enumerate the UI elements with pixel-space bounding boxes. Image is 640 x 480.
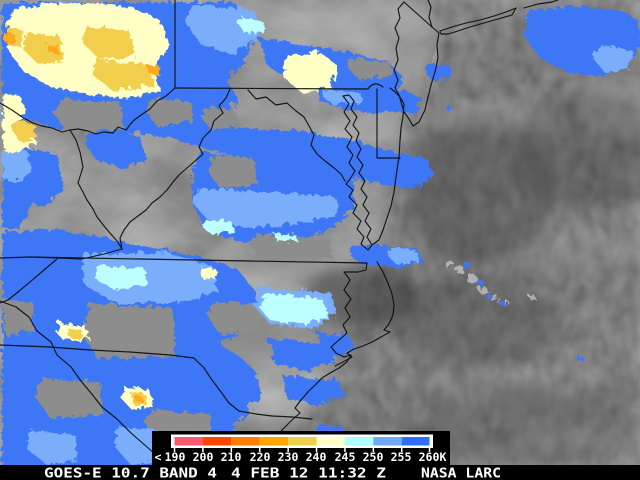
legend-tick-label: 260 xyxy=(419,450,440,464)
cloud-blob xyxy=(282,374,343,403)
status-bar: GOES-E 10.7 BAND 4 4 FEB 12 11:32 Z NASA… xyxy=(0,465,640,480)
colorbar-ticks xyxy=(173,448,431,452)
cloud-blob xyxy=(52,99,432,186)
border-mason-dixon xyxy=(174,83,384,90)
gray-gap xyxy=(142,408,210,436)
gray-gap xyxy=(199,105,236,127)
colorbar-segment xyxy=(401,437,430,446)
colorbar-segment xyxy=(288,437,317,446)
cloud-blob xyxy=(90,58,152,88)
cloud-blob xyxy=(66,326,80,336)
cloud-layer-amber-220-230K xyxy=(2,30,158,400)
border-ga-sc xyxy=(0,300,169,468)
colorbar-segment xyxy=(373,437,402,446)
cloud-blob xyxy=(112,424,162,462)
colorbar-segment xyxy=(174,437,203,446)
cloud-gaps-gray xyxy=(0,56,392,436)
border-tn-nc xyxy=(0,258,58,304)
status-credit-label: NASA LARC xyxy=(421,467,501,480)
cloud-blob xyxy=(321,87,360,103)
gray-gap xyxy=(52,96,122,132)
border-new-jersey xyxy=(393,1,440,127)
gray-gap xyxy=(0,296,32,334)
legend-less-than: < xyxy=(155,450,162,464)
cloud-blob xyxy=(80,250,216,301)
cloud-blob xyxy=(200,217,232,232)
legend-tick-label: 250 xyxy=(363,450,384,464)
grayscale-cloud-background xyxy=(0,0,640,467)
color-scale-legend: < 190 200 210 220 230 240 245 250 255 26… xyxy=(152,431,450,466)
legend-tick-label: 200 xyxy=(193,450,214,464)
light-cloud-streak xyxy=(525,230,640,280)
border-delaware xyxy=(376,88,401,159)
legend-tick-label: 240 xyxy=(306,450,327,464)
cloud-blob xyxy=(190,186,336,226)
status-datetime-label: 4 FEB 12 11:32 Z xyxy=(231,467,386,480)
gray-gap xyxy=(32,376,100,416)
border-ky-wv xyxy=(69,129,123,250)
cloud-blob xyxy=(2,30,12,41)
cloud-blob xyxy=(236,15,262,31)
coast-delmarva xyxy=(371,87,405,246)
coast-outer-banks xyxy=(334,261,395,367)
legend-tick-label: 245 xyxy=(335,450,356,464)
border-hudson xyxy=(427,0,433,28)
cloud-blob xyxy=(230,385,259,401)
light-cloud-streak xyxy=(580,65,640,135)
cloud-blob xyxy=(268,338,333,369)
cloud-blob xyxy=(272,231,295,240)
gray-gap xyxy=(80,302,174,358)
status-product-label: GOES-E 10.7 BAND 4 xyxy=(44,467,217,480)
colorbar-segment xyxy=(344,437,374,446)
light-cloud-streak xyxy=(420,99,560,131)
cloud-blob xyxy=(92,264,146,287)
cloud-blob xyxy=(10,118,34,140)
cloud-blob xyxy=(131,392,140,400)
cloud-blob xyxy=(282,50,336,92)
cloud-blob xyxy=(198,265,215,276)
border-wv-va xyxy=(119,88,231,250)
legend-unit-label: K xyxy=(440,450,447,464)
cloud-blob xyxy=(44,42,58,51)
gray-gap xyxy=(248,232,330,260)
light-cloud-streak xyxy=(415,367,595,403)
legend-tick-label: 220 xyxy=(250,450,271,464)
colorbar-segment xyxy=(259,437,289,446)
gray-gap xyxy=(205,152,255,186)
legend-tick-label: 255 xyxy=(391,450,412,464)
cloud-blob xyxy=(20,30,62,62)
legend-tick-label: 230 xyxy=(278,450,299,464)
cloud-layer-cyan-245-250K xyxy=(92,15,326,323)
cloud-blob xyxy=(82,124,144,166)
colorbar-segment xyxy=(231,437,260,446)
cloud-blob xyxy=(256,292,326,323)
cloud-blob xyxy=(385,245,416,262)
border-va-nc xyxy=(0,248,368,264)
status-bar-background xyxy=(0,465,640,480)
gray-gap xyxy=(205,299,258,332)
coast-chesapeake-bay xyxy=(342,94,373,251)
border-potomac-river xyxy=(247,89,346,182)
colorbar-segment xyxy=(316,437,345,446)
bright-cumulus-cells xyxy=(443,258,533,303)
coast-long-island xyxy=(439,7,517,35)
colorbar-segment xyxy=(202,437,232,446)
cloud-blob xyxy=(24,428,76,462)
cloud-blob xyxy=(145,62,158,73)
border-nc-sc xyxy=(0,344,313,420)
coast-connecticut xyxy=(523,0,559,9)
legend-tick-label: 210 xyxy=(221,450,242,464)
gray-gap xyxy=(344,56,392,77)
cloud-blob xyxy=(80,24,132,58)
dark-ocean-patch xyxy=(390,275,560,365)
cloud-blob xyxy=(590,42,630,70)
light-cloud-streak xyxy=(520,428,640,452)
state-borders xyxy=(0,0,559,468)
border-ohio-river xyxy=(0,87,176,135)
legend-tick-label: 190 xyxy=(165,450,186,464)
cloud-blob xyxy=(0,146,30,180)
